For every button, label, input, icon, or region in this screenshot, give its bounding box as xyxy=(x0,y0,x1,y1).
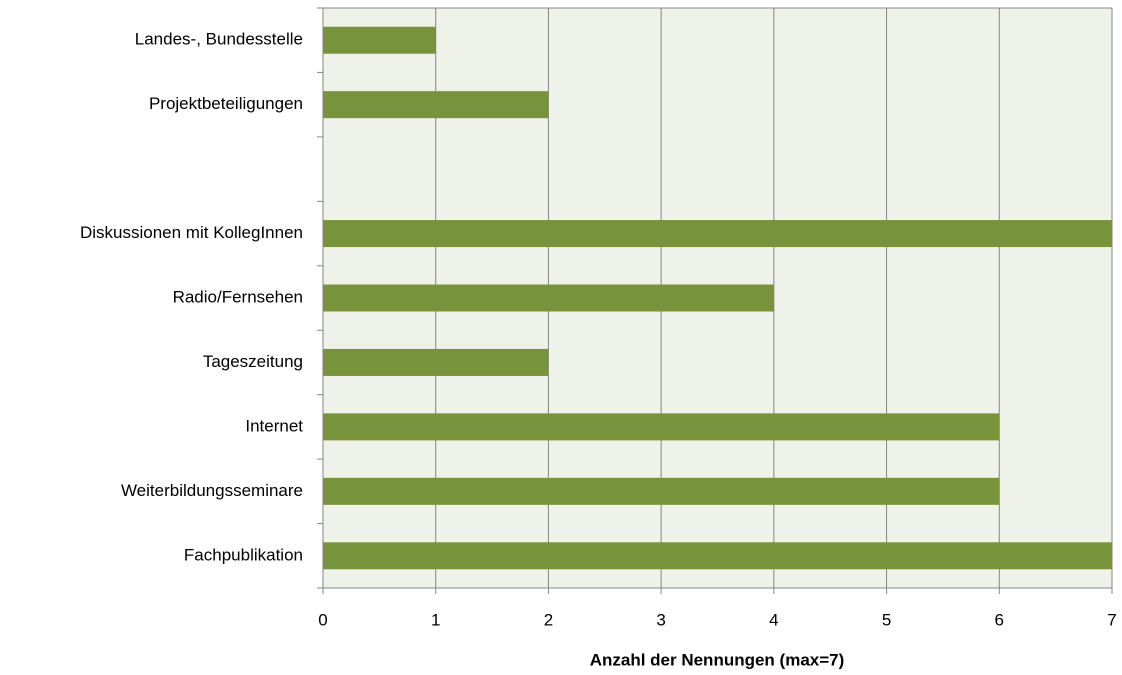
x-axis-title: Anzahl der Nennungen (max=7) xyxy=(590,650,845,669)
bar xyxy=(323,413,1000,441)
x-tick-label: 0 xyxy=(318,610,327,629)
y-tick-label: Internet xyxy=(245,416,303,435)
bar xyxy=(323,26,436,54)
y-tick-label: Landes-, Bundesstelle xyxy=(135,30,303,49)
bar xyxy=(323,220,1112,248)
y-tick-label: Weiterbildungsseminare xyxy=(121,481,303,500)
y-tick-label: Diskussionen mit KollegInnen xyxy=(80,223,303,242)
bar xyxy=(323,284,774,312)
x-tick-label: 3 xyxy=(656,610,665,629)
y-tick-label: Radio/Fernsehen xyxy=(173,287,303,306)
bar xyxy=(323,348,549,376)
x-tick-label: 4 xyxy=(769,610,778,629)
bar xyxy=(323,542,1112,570)
bar xyxy=(323,477,1000,505)
y-tick-label: Tageszeitung xyxy=(203,352,303,371)
bar xyxy=(323,91,549,119)
y-tick-label: Fachpublikation xyxy=(184,545,303,564)
x-tick-label: 6 xyxy=(995,610,1004,629)
x-tick-label: 2 xyxy=(544,610,553,629)
x-tick-label: 7 xyxy=(1107,610,1116,629)
x-tick-label: 5 xyxy=(882,610,891,629)
y-tick-label: Projektbeteiligungen xyxy=(149,94,303,113)
x-tick-label: 1 xyxy=(431,610,440,629)
